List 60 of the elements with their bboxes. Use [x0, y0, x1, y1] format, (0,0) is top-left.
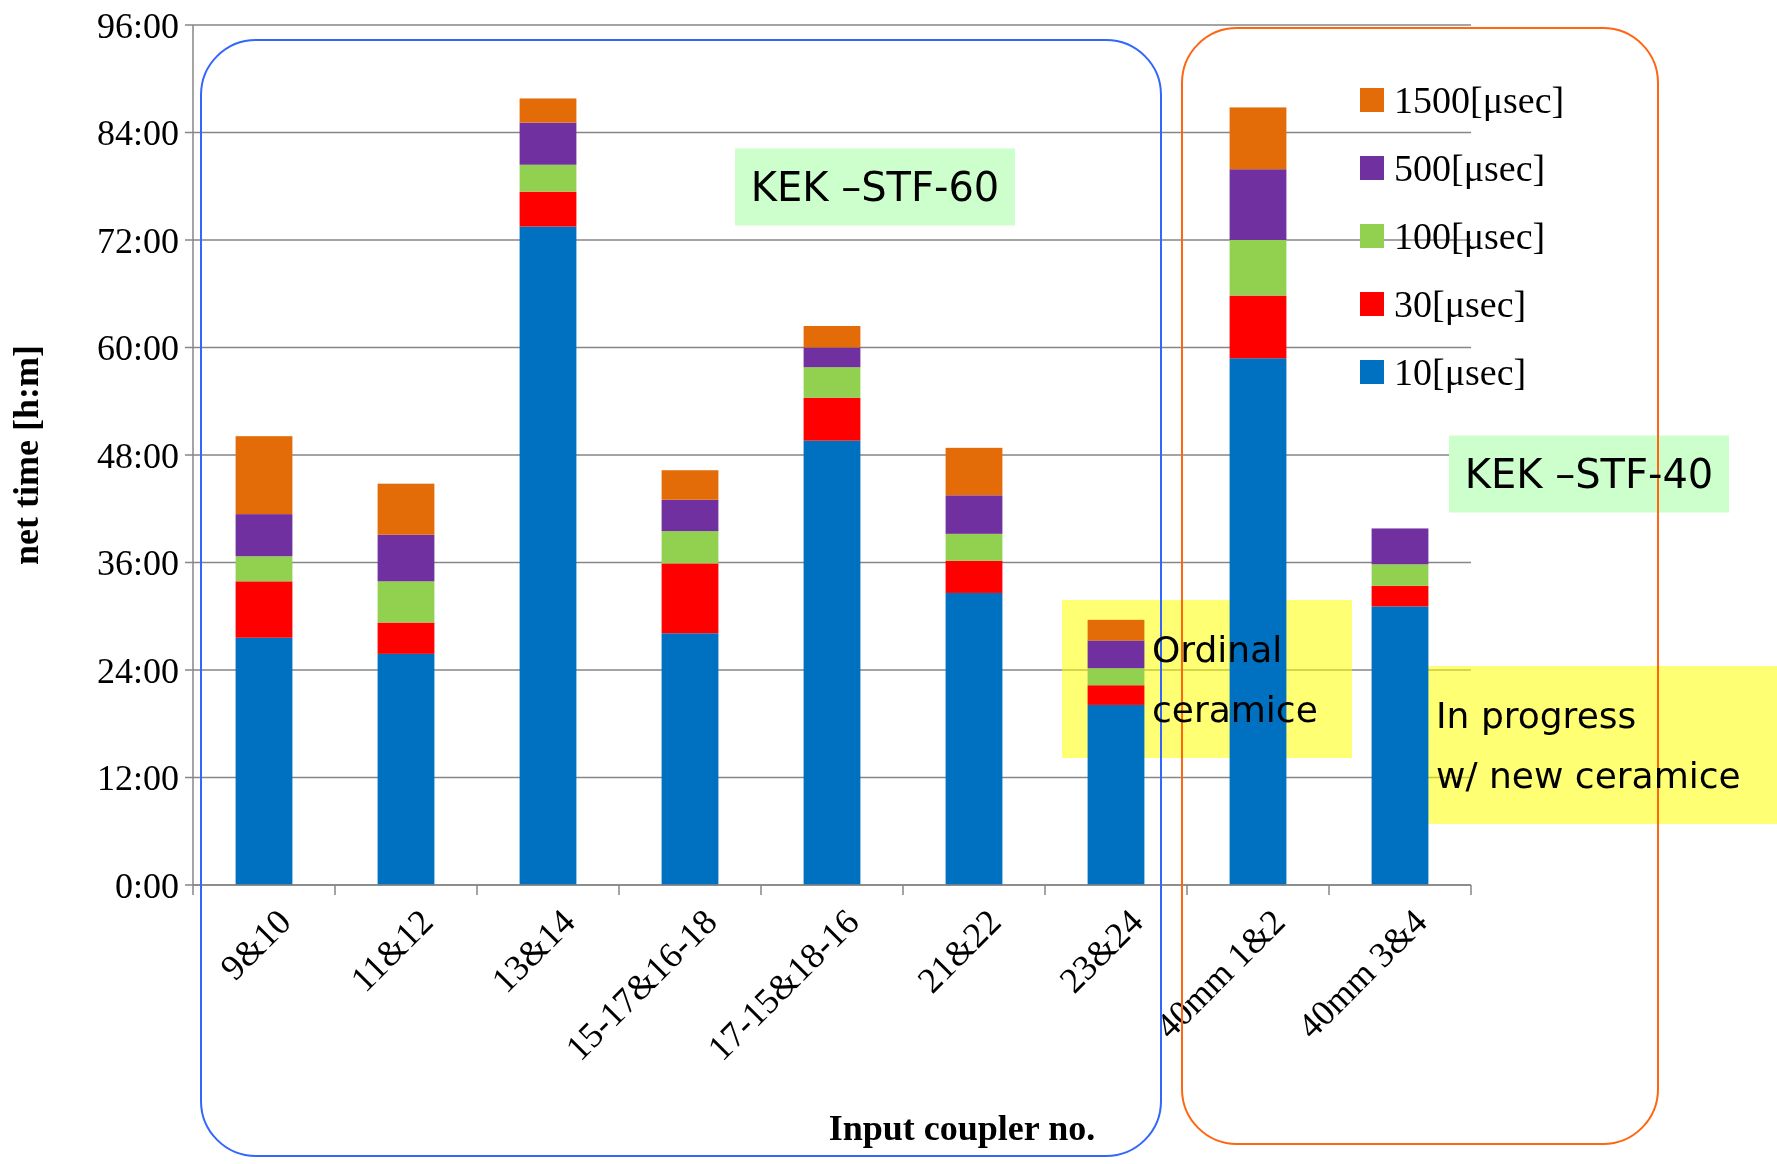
bar	[945, 533, 1003, 561]
y-tick-label: 72:00	[96, 220, 179, 261]
bar	[377, 581, 435, 623]
bar	[1229, 169, 1287, 240]
bar	[377, 534, 435, 582]
bar	[803, 440, 861, 885]
legend-label: 30[μsec]	[1394, 283, 1527, 326]
y-tick-label: 24:00	[96, 650, 179, 691]
bar	[661, 470, 719, 500]
bar	[235, 581, 293, 638]
bar	[235, 637, 293, 885]
bar	[377, 622, 435, 654]
bar	[1087, 685, 1145, 705]
bar	[1371, 564, 1429, 586]
bar	[803, 347, 861, 368]
bar	[803, 326, 861, 348]
bar	[1371, 528, 1429, 565]
bar	[519, 164, 577, 192]
legend-label: 10[μsec]	[1394, 351, 1527, 394]
legend-label: 100[μsec]	[1394, 215, 1546, 258]
bar	[661, 499, 719, 532]
bar	[1229, 240, 1287, 296]
bar	[1229, 107, 1287, 170]
bar	[945, 560, 1003, 593]
bar	[235, 514, 293, 557]
bar	[1371, 606, 1429, 885]
bar	[945, 592, 1003, 885]
bar	[519, 191, 577, 227]
bar	[235, 436, 293, 515]
bar	[945, 447, 1003, 496]
bar	[661, 633, 719, 885]
bar	[661, 563, 719, 634]
bar	[519, 226, 577, 885]
bar	[1087, 619, 1145, 641]
bar	[377, 483, 435, 535]
bar	[235, 556, 293, 582]
bar	[945, 495, 1003, 534]
y-tick-label: 48:00	[96, 435, 179, 476]
y-tick-label: 12:00	[96, 758, 179, 799]
bar	[1229, 295, 1287, 359]
bar	[1087, 668, 1145, 686]
annotation: KEK –STF-60	[750, 164, 1000, 210]
bar	[519, 98, 577, 123]
legend-label: 1500[μsec]	[1394, 79, 1565, 122]
bar	[803, 367, 861, 398]
bar	[1087, 704, 1145, 885]
bar	[519, 122, 577, 165]
y-axis-title: net time [h:m]	[6, 345, 46, 565]
y-tick-label: 96:00	[96, 5, 179, 46]
y-tick-label: 84:00	[96, 113, 179, 154]
bar	[1371, 585, 1429, 607]
bar	[803, 397, 861, 441]
legend-label: 500[μsec]	[1394, 147, 1546, 190]
y-tick-label: 36:00	[96, 543, 179, 584]
bar	[1087, 640, 1145, 669]
bar	[661, 531, 719, 564]
y-tick-label: 0:00	[114, 865, 179, 906]
y-tick-label: 60:00	[96, 328, 179, 369]
x-axis-title: Input coupler no.	[828, 1108, 1096, 1148]
bar	[377, 653, 435, 885]
